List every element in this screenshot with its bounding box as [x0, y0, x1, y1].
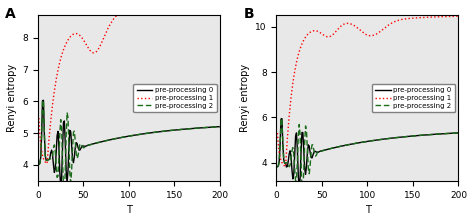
- pre-processing 2: [41, 99, 46, 102]
- pre-processing 2: [44, 159, 50, 162]
- pre-processing 1: [456, 15, 461, 18]
- pre-processing 0: [72, 155, 77, 158]
- X-axis label: T: T: [365, 205, 370, 215]
- pre-processing 0: [279, 117, 285, 120]
- pre-processing 1: [324, 35, 329, 38]
- Legend: pre-processing 0, pre-processing 1, pre-processing 2: pre-processing 0, pre-processing 1, pre-…: [133, 84, 217, 112]
- Line: pre-processing 2: pre-processing 2: [39, 100, 220, 194]
- pre-processing 1: [48, 120, 54, 122]
- pre-processing 2: [300, 190, 306, 193]
- pre-processing 1: [44, 162, 50, 165]
- pre-processing 0: [203, 126, 209, 129]
- pre-processing 0: [286, 153, 292, 155]
- pre-processing 2: [36, 163, 42, 166]
- pre-processing 2: [210, 126, 216, 128]
- pre-processing 0: [48, 151, 54, 154]
- pre-processing 2: [286, 165, 292, 168]
- pre-processing 1: [447, 15, 453, 18]
- pre-processing 1: [36, 117, 42, 119]
- pre-processing 2: [48, 157, 54, 160]
- Line: pre-processing 1: pre-processing 1: [277, 16, 458, 166]
- pre-processing 1: [43, 162, 49, 164]
- pre-processing 2: [283, 162, 288, 165]
- pre-processing 2: [62, 192, 67, 195]
- pre-processing 2: [325, 148, 330, 151]
- pre-processing 2: [279, 117, 285, 120]
- pre-processing 1: [210, 11, 216, 13]
- pre-processing 1: [283, 165, 288, 168]
- pre-processing 2: [86, 144, 92, 146]
- Line: pre-processing 0: pre-processing 0: [277, 119, 458, 188]
- pre-processing 1: [309, 30, 315, 33]
- pre-processing 2: [310, 144, 316, 146]
- pre-processing 1: [441, 15, 447, 18]
- pre-processing 2: [456, 132, 461, 134]
- pre-processing 2: [442, 132, 447, 135]
- pre-processing 2: [448, 132, 454, 135]
- pre-processing 2: [217, 125, 223, 128]
- Line: pre-processing 0: pre-processing 0: [39, 100, 220, 187]
- X-axis label: T: T: [126, 205, 132, 215]
- pre-processing 1: [125, 10, 131, 12]
- pre-processing 0: [210, 126, 216, 128]
- pre-processing 0: [44, 159, 50, 162]
- pre-processing 1: [71, 33, 76, 36]
- Y-axis label: Renyi entropy: Renyi entropy: [7, 64, 17, 132]
- pre-processing 0: [456, 132, 461, 134]
- Text: A: A: [5, 7, 16, 21]
- pre-processing 0: [442, 132, 447, 135]
- pre-processing 0: [36, 163, 42, 166]
- Legend: pre-processing 0, pre-processing 1, pre-processing 2: pre-processing 0, pre-processing 1, pre-…: [372, 84, 455, 112]
- Line: pre-processing 2: pre-processing 2: [277, 119, 458, 191]
- pre-processing 1: [203, 11, 209, 13]
- pre-processing 0: [58, 186, 64, 188]
- pre-processing 0: [325, 148, 330, 151]
- pre-processing 1: [217, 10, 223, 13]
- Line: pre-processing 1: pre-processing 1: [39, 11, 220, 164]
- pre-processing 0: [310, 154, 316, 157]
- pre-processing 0: [274, 165, 280, 168]
- pre-processing 0: [41, 99, 46, 102]
- Text: B: B: [244, 7, 255, 21]
- pre-processing 1: [286, 115, 292, 117]
- pre-processing 0: [217, 125, 223, 128]
- pre-processing 2: [72, 130, 77, 133]
- pre-processing 0: [86, 144, 92, 146]
- pre-processing 2: [274, 165, 280, 168]
- pre-processing 1: [85, 46, 91, 49]
- pre-processing 0: [448, 132, 454, 135]
- pre-processing 0: [296, 187, 302, 190]
- pre-processing 2: [203, 126, 209, 129]
- pre-processing 1: [274, 132, 280, 134]
- pre-processing 1: [282, 165, 288, 167]
- pre-processing 0: [283, 162, 288, 165]
- Y-axis label: Renyi entropy: Renyi entropy: [240, 64, 250, 132]
